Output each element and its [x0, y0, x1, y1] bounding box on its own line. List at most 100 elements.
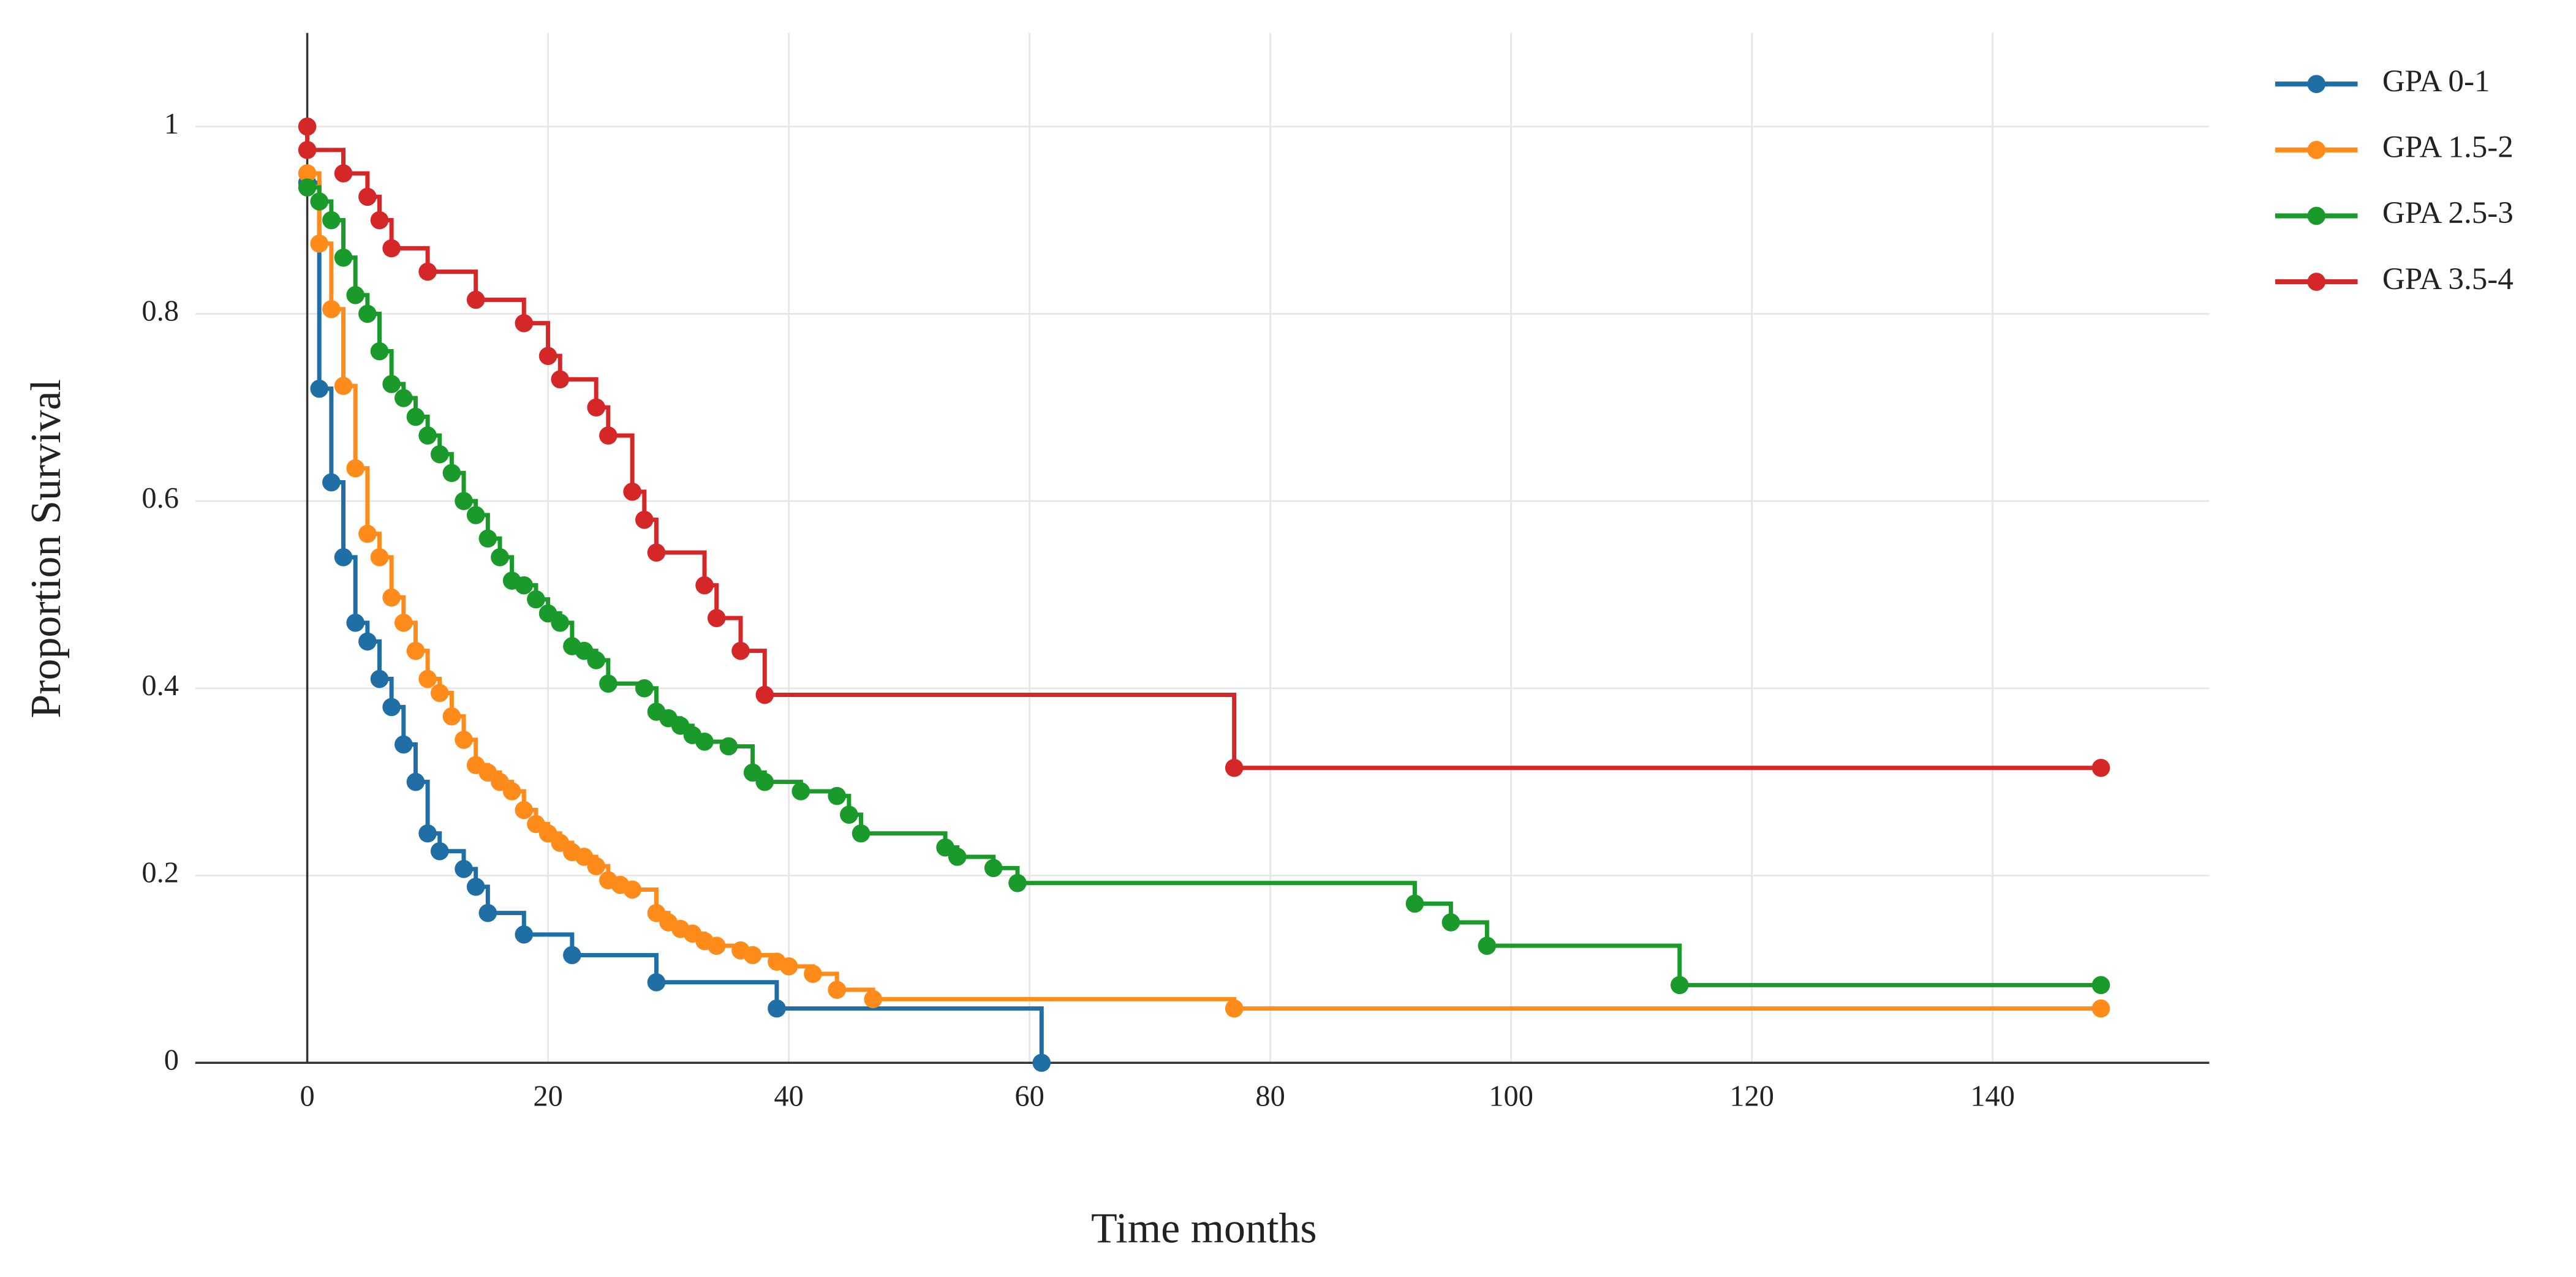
x-tick-label: 0	[300, 1080, 314, 1113]
step-segment	[776, 1006, 1044, 1063]
point	[298, 117, 317, 136]
point	[1441, 913, 1460, 932]
point	[2091, 758, 2110, 777]
point	[502, 782, 521, 800]
point	[478, 529, 497, 548]
point	[394, 735, 413, 754]
point	[551, 370, 570, 389]
step-segment	[608, 433, 635, 492]
point	[2091, 999, 2110, 1018]
point	[322, 299, 341, 318]
point	[430, 842, 449, 861]
point	[394, 389, 413, 407]
point	[1032, 1053, 1051, 1072]
point	[310, 234, 329, 253]
point	[707, 936, 726, 955]
point	[370, 548, 389, 567]
point	[1225, 999, 1244, 1018]
point	[551, 614, 570, 632]
point	[478, 903, 497, 922]
point	[418, 426, 437, 445]
legend-marker	[2307, 206, 2326, 225]
x-tick-label: 120	[1729, 1080, 1774, 1113]
point	[695, 733, 714, 751]
step-segment	[765, 693, 1237, 768]
point	[1225, 758, 1244, 777]
point	[587, 857, 605, 876]
point	[430, 445, 449, 464]
point	[370, 669, 389, 688]
y-tick-label: 0.2	[142, 857, 179, 889]
point	[743, 946, 762, 965]
point	[828, 786, 846, 805]
point	[466, 290, 485, 309]
legend-label: GPA 2.5-3	[2382, 195, 2514, 230]
step-segment	[861, 831, 948, 848]
point	[2091, 976, 2110, 995]
point	[358, 304, 377, 323]
point	[587, 651, 605, 669]
point	[370, 342, 389, 361]
y-tick-label: 0.4	[142, 669, 179, 702]
point	[418, 824, 437, 843]
point	[334, 377, 353, 395]
point	[334, 548, 353, 567]
step-segment	[331, 480, 346, 557]
legend-marker	[2307, 75, 2326, 94]
point	[515, 576, 534, 595]
point	[358, 187, 377, 206]
step-segment	[343, 555, 358, 623]
point	[466, 878, 485, 896]
point	[515, 800, 534, 819]
point	[334, 164, 353, 183]
point	[310, 379, 329, 398]
x-tick-label: 100	[1489, 1080, 1533, 1113]
point	[791, 782, 810, 800]
y-tick-label: 0.6	[142, 482, 179, 514]
step-segment	[656, 550, 707, 586]
step-segment	[343, 383, 358, 469]
point	[948, 848, 967, 866]
point	[515, 314, 534, 333]
point	[779, 957, 798, 976]
x-tick-label: 140	[1970, 1080, 2015, 1113]
point	[382, 375, 401, 393]
point	[635, 679, 654, 698]
point	[515, 925, 534, 944]
point	[322, 473, 341, 492]
point	[599, 674, 618, 693]
point	[755, 772, 774, 791]
point	[322, 211, 341, 230]
point	[1405, 894, 1424, 913]
x-tick-label: 40	[774, 1080, 803, 1113]
step-segment	[572, 952, 659, 982]
legend-marker	[2307, 141, 2326, 159]
step-segment	[560, 377, 599, 408]
point	[1670, 976, 1689, 995]
point	[538, 347, 557, 365]
point	[298, 178, 317, 197]
point	[346, 286, 364, 304]
point	[418, 669, 437, 688]
point	[623, 483, 641, 501]
point	[334, 248, 353, 267]
point	[647, 543, 666, 562]
point	[1478, 936, 1497, 955]
point	[455, 860, 473, 878]
x-tick-label: 80	[1255, 1080, 1285, 1113]
point	[466, 506, 485, 524]
x-tick-label: 20	[533, 1080, 562, 1113]
y-tick-label: 1	[164, 108, 179, 140]
legend-marker	[2307, 273, 2326, 291]
series	[298, 117, 2110, 777]
point	[442, 464, 461, 483]
point	[852, 824, 871, 843]
point	[455, 731, 473, 749]
step-segment	[331, 307, 346, 386]
point	[984, 859, 1003, 878]
point	[346, 614, 364, 632]
point	[310, 192, 329, 211]
point	[828, 981, 846, 999]
point	[382, 239, 401, 258]
